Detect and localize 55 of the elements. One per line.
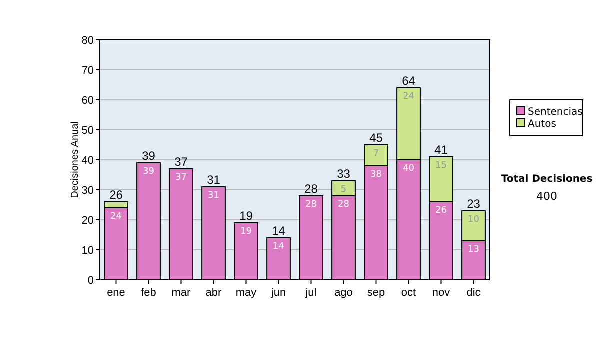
x-tick-label: feb [141,287,156,299]
data-label: 28 [306,200,318,210]
total-label: 14 [272,224,286,238]
x-tick-label: abr [206,287,222,299]
total-label: 28 [304,182,318,196]
data-label: 10 [468,215,480,225]
text: Total Decisiones [501,174,593,185]
x-tick-label: may [236,287,258,299]
total-label: 19 [240,209,254,223]
total-label: 41 [434,143,448,157]
total-label: 39 [142,149,156,163]
total-label: 45 [370,131,384,145]
data-label: 37 [176,173,187,183]
x-tick-label: mar [172,287,192,299]
data-label: 19 [240,227,252,237]
x-tick-label: sep [367,287,386,299]
x-tick-label: ene [107,287,126,299]
y-tick-label: 20 [82,214,94,227]
y-tick-label: 50 [82,124,94,137]
total-label: 23 [467,197,481,211]
data-label: 7 [373,149,380,159]
y-axis-title: Decisiones Anual [70,122,81,198]
x-tick-label: ago [334,287,353,299]
data-label: 38 [370,170,382,180]
legend-label: Sentencias [528,107,583,118]
y-tick-label: 60 [82,94,94,107]
data-label: 24 [110,212,122,222]
y-tick-label: 30 [82,184,94,197]
total-label: 64 [402,74,416,88]
total-label: 33 [337,167,351,181]
data-label: 14 [273,242,285,252]
y-tick-label: 10 [82,244,94,257]
data-label: 40 [403,164,415,174]
data-label: 31 [208,191,220,201]
data-label: 13 [468,245,480,255]
x-tick-label: dic [466,287,482,299]
total-label: 31 [207,173,221,187]
data-label: 24 [403,92,415,102]
y-tick-label: 0 [88,274,94,287]
legend-label: Autos [528,119,556,130]
data-label: 5 [340,185,347,195]
y-tick-label: 80 [82,34,94,47]
data-label: 28 [338,200,350,210]
data-label: 39 [143,167,155,177]
y-tick-label: 70 [82,64,94,77]
text: 400 [536,190,558,203]
total-label: 37 [174,155,188,169]
data-label: 26 [436,206,448,216]
x-tick-label: nov [432,287,451,299]
data-label: 15 [436,161,447,171]
x-tick-label: jun [270,287,286,299]
x-tick-label: jul [304,287,317,299]
total-label: 26 [110,188,124,202]
y-tick-label: 40 [82,154,94,167]
x-tick-label: oct [401,287,416,299]
